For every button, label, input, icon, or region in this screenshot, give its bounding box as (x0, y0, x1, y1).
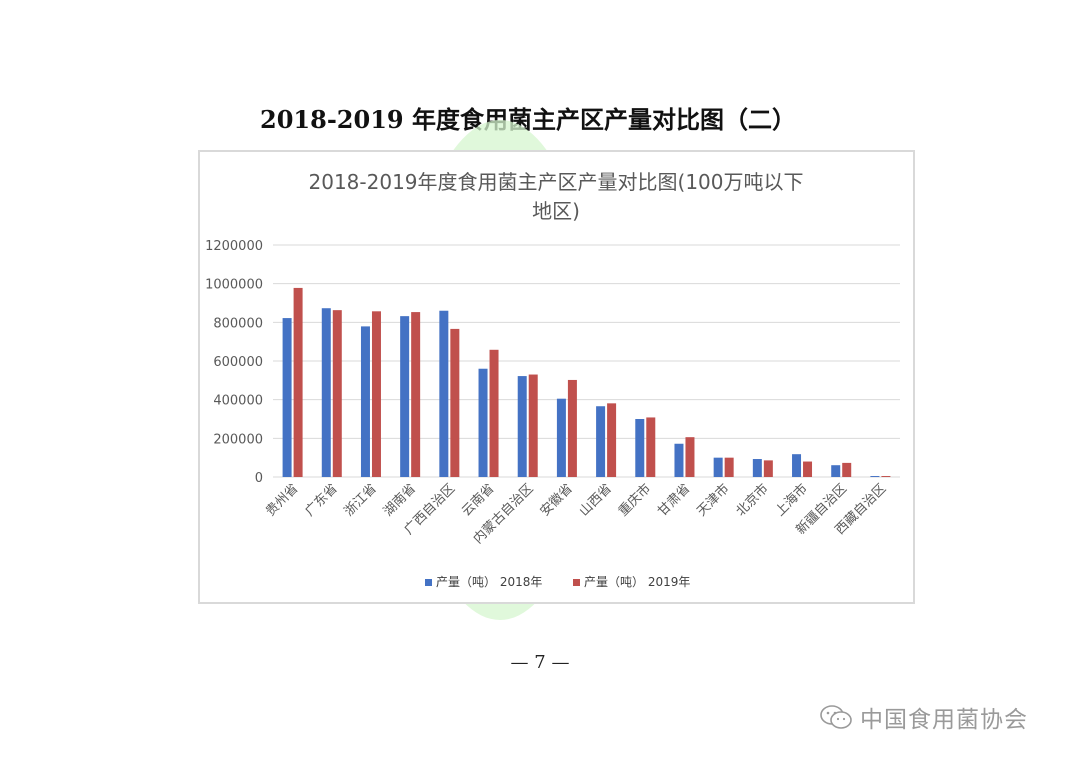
bar-2018 (870, 476, 880, 477)
bar-2019 (763, 460, 773, 477)
chart-frame: 2018-2019年度食用菌主产区产量对比图(100万吨以下 地区) 0 2000… (198, 150, 915, 604)
chart-title-line1: 2018-2019年度食用菌主产区产量对比图(100万吨以下 (309, 170, 804, 194)
bar-2019 (842, 462, 852, 477)
x-tick-label: 湖南省 (380, 481, 419, 520)
y-axis-ticks: 0 200000 400000 600000 800000 1000000 1200000 (205, 239, 263, 486)
bar-2019 (803, 461, 813, 477)
bar-2019 (293, 287, 303, 477)
bar-2018 (360, 326, 370, 477)
x-tick-label: 广东省 (302, 481, 340, 519)
bar-2018 (400, 316, 410, 477)
x-tick-label: 天津市 (694, 481, 733, 520)
bar-2019 (685, 437, 695, 477)
bar-2018 (282, 318, 292, 477)
legend-swatch-2019 (573, 579, 580, 586)
y-tick-label: 200000 (213, 432, 263, 447)
legend-swatch-2018 (425, 579, 432, 586)
chart-title-line2: 地区) (532, 199, 580, 223)
bar-2018 (713, 457, 723, 477)
legend-label-2018: 产量（吨） 2018年 (436, 575, 542, 589)
bar-2018 (439, 310, 449, 477)
bar-2018 (517, 376, 527, 477)
bar-2018 (792, 454, 802, 477)
x-tick-label: 甘肃省 (655, 481, 693, 519)
brand-watermark: 中国食用菌协会 (818, 700, 1028, 734)
bar-2018 (752, 459, 762, 477)
bar-2019 (567, 379, 577, 477)
bar-2018 (635, 419, 645, 477)
y-tick-label: 1000000 (205, 278, 263, 293)
bar-2019 (371, 311, 381, 477)
bar-2019 (450, 328, 460, 477)
bar-2019 (489, 349, 499, 477)
bar-2018 (556, 398, 566, 477)
bar-2018 (478, 368, 488, 477)
bar-2019 (528, 374, 538, 477)
x-tick-label: 重庆市 (615, 481, 654, 520)
x-tick-label: 安徽省 (538, 481, 576, 519)
bar-2018 (321, 308, 331, 477)
y-tick-label: 800000 (213, 316, 263, 331)
brand-text: 中国食用菌协会 (860, 707, 1028, 733)
y-tick-label: 1200000 (205, 239, 263, 254)
bar-2019 (332, 310, 342, 477)
bar-2019 (646, 417, 656, 477)
bar-2019 (724, 457, 734, 477)
x-tick-label: 贵州省 (263, 481, 301, 519)
bar-2019 (881, 476, 891, 477)
y-tick-label: 400000 (213, 394, 263, 409)
bar-2019 (411, 312, 421, 477)
page-number: — 7 — (510, 652, 570, 673)
bar-2018 (831, 465, 841, 477)
x-tick-label: 北京市 (733, 481, 772, 520)
bar-2018 (596, 406, 606, 477)
bar-chart: 2018-2019年度食用菌主产区产量对比图(100万吨以下 地区) 0 2000… (205, 170, 900, 589)
x-tick-label: 上海市 (772, 481, 811, 520)
legend-label-2019: 产量（吨） 2019年 (584, 575, 690, 589)
bar-2018 (674, 443, 684, 477)
x-tick-label: 山西省 (577, 481, 615, 519)
x-tick-label: 云南省 (458, 481, 497, 520)
y-tick-label: 600000 (213, 355, 263, 370)
legend: 产量（吨） 2018年 产量（吨） 2019年 (425, 575, 690, 589)
y-tick-label: 0 (255, 471, 263, 486)
x-tick-label: 浙江省 (342, 481, 380, 519)
bars (282, 287, 891, 477)
page-heading: 2018-2019 年度食用菌主产区产量对比图（二） (260, 105, 796, 134)
wechat-icon (820, 705, 852, 729)
bar-2019 (607, 403, 617, 477)
